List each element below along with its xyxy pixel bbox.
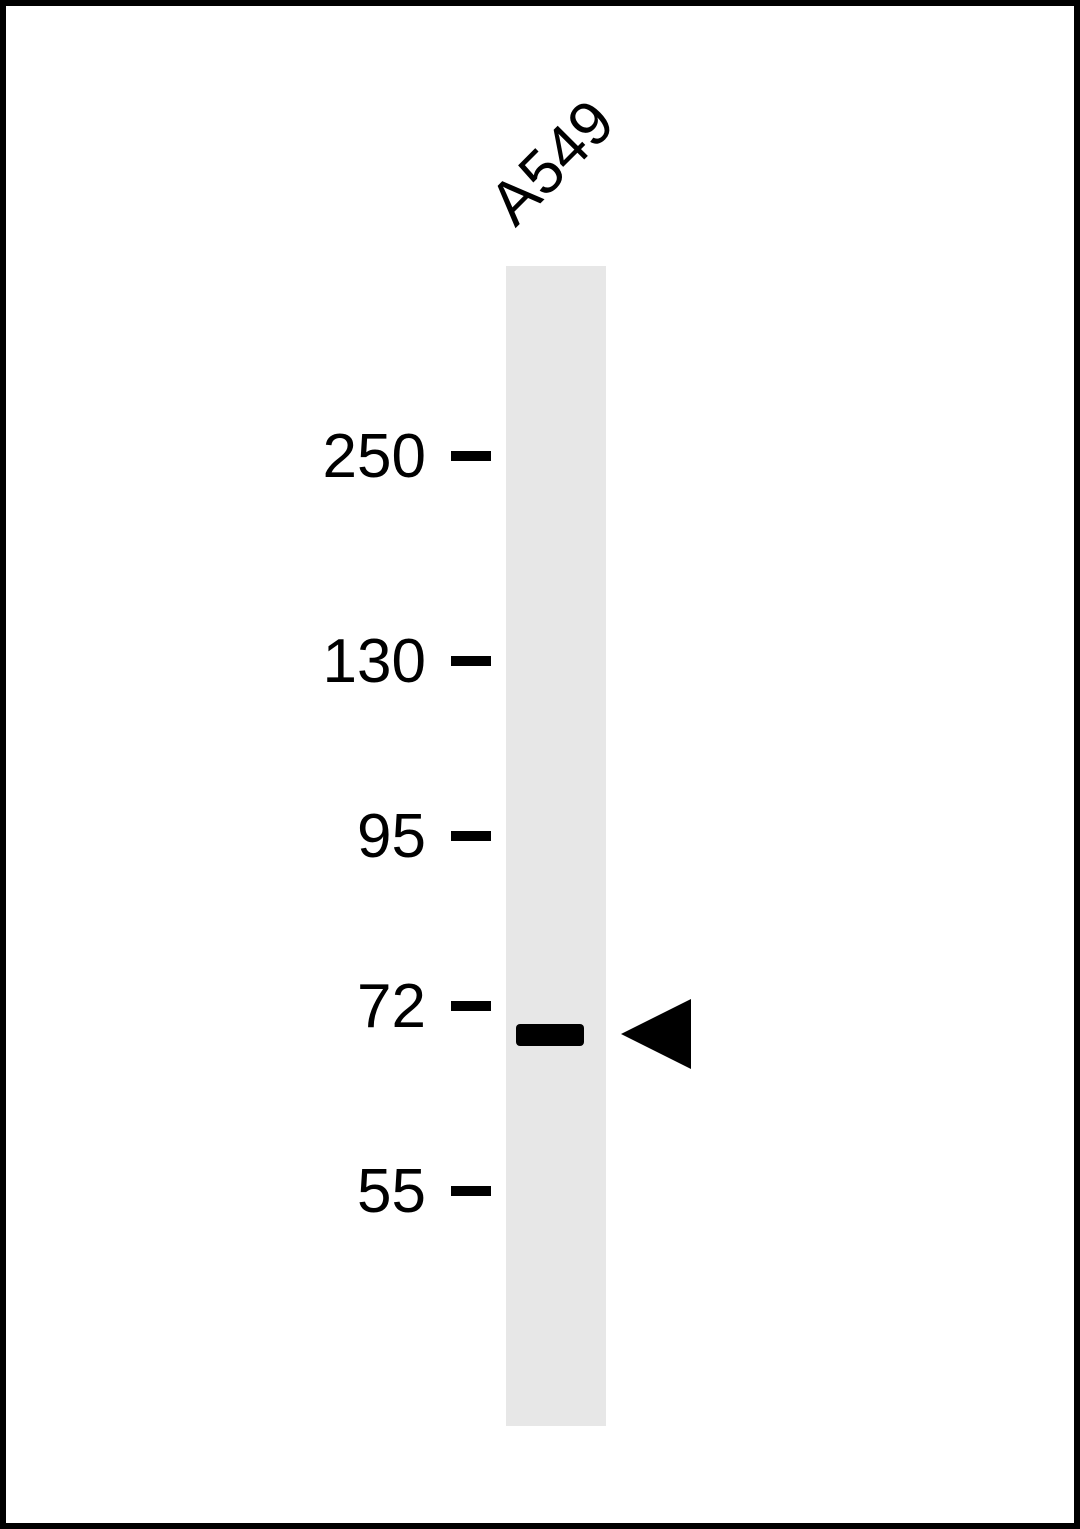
- band-arrow-icon: [621, 999, 691, 1069]
- marker-tick: [451, 1001, 491, 1011]
- blot-band: [516, 1024, 584, 1046]
- marker-label: 55: [357, 1156, 426, 1227]
- lane-strip: [506, 266, 606, 1426]
- marker-row: 72: [6, 975, 491, 1037]
- marker-row: 55: [6, 1160, 491, 1222]
- marker-tick: [451, 451, 491, 461]
- marker-row: 250: [6, 425, 491, 487]
- marker-label: 250: [323, 421, 426, 492]
- marker-tick: [451, 1186, 491, 1196]
- marker-label: 130: [323, 626, 426, 697]
- marker-label: 95: [357, 801, 426, 872]
- blot-frame: A549 250 130 95 72 55: [0, 0, 1080, 1529]
- lane-label: A549: [476, 86, 629, 239]
- marker-row: 130: [6, 630, 491, 692]
- marker-row: 95: [6, 805, 491, 867]
- marker-tick: [451, 656, 491, 666]
- marker-tick: [451, 831, 491, 841]
- blot-area: A549 250 130 95 72 55: [6, 6, 1074, 1523]
- marker-label: 72: [357, 971, 426, 1042]
